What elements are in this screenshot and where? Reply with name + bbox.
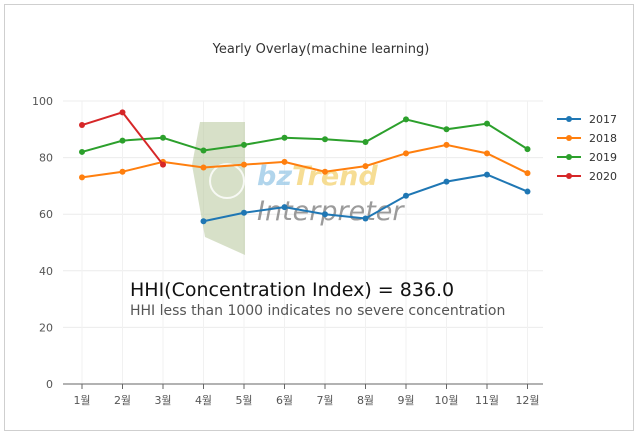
series-2019-point (484, 120, 490, 127)
x-tick-label: 1월 (73, 394, 90, 407)
series-2019-point (524, 146, 531, 153)
legend-swatch-marker (566, 154, 572, 160)
series-2017-point (322, 211, 328, 218)
watermark-logo-shape (192, 122, 245, 255)
series-2018-point (362, 163, 369, 170)
series-2018-point (200, 164, 207, 171)
watermark-subtitle: Interpreter (257, 196, 405, 227)
watermark-brand-part1: bz (257, 161, 292, 192)
x-tick-label: 5월 (235, 394, 252, 407)
series (79, 109, 531, 225)
legend: 2017 2018 2019 2020 (557, 113, 617, 183)
series-2019-point (322, 136, 328, 143)
series-2017-point (524, 188, 531, 195)
x-tick-label: 3월 (154, 394, 171, 407)
legend-label: 2020 (589, 170, 617, 183)
series-2019-point (200, 147, 207, 154)
legend-label: 2018 (589, 132, 617, 145)
series-2019-point (443, 126, 450, 133)
watermark: bzTrend Interpreter (192, 122, 405, 255)
y-tick-label: 80 (39, 152, 53, 165)
series-2019-point (79, 148, 85, 155)
chart-title: Yearly Overlay(machine learning) (212, 42, 430, 57)
series-2020-point (160, 161, 166, 168)
x-tick-label: 12월 (515, 394, 539, 407)
x-tick-label: 6월 (276, 394, 293, 407)
series-2017-point (484, 171, 490, 178)
series-2017-point (403, 192, 409, 199)
legend-label: 2019 (589, 151, 617, 164)
series-2020-point (79, 122, 85, 129)
y-tick-label: 0 (46, 378, 53, 391)
series-2020-point (119, 109, 126, 116)
series-2017-point (281, 204, 288, 211)
series-2019-point (362, 139, 369, 146)
series-2019-point (119, 137, 126, 144)
series-2018-point (443, 141, 450, 148)
watermark-brand: bzTrend (257, 161, 378, 192)
series-2018-point (119, 168, 126, 175)
series-2017-point (241, 209, 247, 216)
y-tick-label: 60 (39, 208, 53, 221)
series-2017-point (443, 178, 450, 185)
series-2018-point (241, 161, 247, 168)
y-tick-label: 20 (39, 321, 53, 334)
series-2018-point (79, 174, 85, 181)
line-chart: Yearly Overlay(machine learning) bzTrend… (32, 42, 617, 407)
x-tick-label: 8월 (357, 394, 374, 407)
legend-item-2019: 2019 (557, 151, 617, 164)
watermark-logo-circle (209, 163, 245, 199)
legend-swatch-marker (566, 116, 572, 122)
y-tick-label: 40 (39, 265, 53, 278)
series-2018-point (322, 168, 328, 175)
grid (63, 100, 543, 384)
series-2019-point (403, 116, 409, 123)
x-tick-label: 2월 (114, 394, 131, 407)
hhi-note: HHI less than 1000 indicates no severe c… (130, 303, 505, 319)
series-2018-point (403, 150, 409, 157)
legend-swatch-marker (566, 135, 572, 141)
y-tick-label: 100 (32, 95, 53, 108)
series-2019-point (281, 134, 288, 141)
series-2017-point (362, 215, 369, 222)
axes: 0 20 40 60 80 100 1월 2월 3월 4월 5월 6월 7월 8월 9월 10월 11월 12월 (32, 95, 543, 407)
series-2019-line (81, 118, 529, 153)
legend-item-2018: 2018 (557, 132, 617, 145)
x-tick-label: 7월 (316, 394, 333, 407)
series-2018-point (281, 158, 288, 165)
legend-label: 2017 (589, 113, 617, 126)
x-tick-label: 10월 (434, 394, 458, 407)
x-tick-label: 4월 (195, 394, 212, 407)
series-2018-line (81, 143, 528, 179)
series-2018-point (524, 170, 531, 177)
hhi-annotation: HHI(Concentration Index) = 836.0 (130, 279, 454, 301)
chart-frame: Yearly Overlay(machine learning) bzTrend… (4, 4, 634, 431)
series-2019-point (241, 141, 247, 148)
series-2018-point (484, 150, 490, 157)
legend-item-2020: 2020 (557, 170, 617, 183)
series-2019-point (160, 134, 166, 141)
legend-item-2017: 2017 (557, 113, 617, 126)
legend-swatch-marker (566, 173, 572, 179)
x-tick-label: 11월 (475, 394, 499, 407)
series-2017-point (200, 218, 207, 225)
x-tick-label: 9월 (397, 394, 414, 407)
